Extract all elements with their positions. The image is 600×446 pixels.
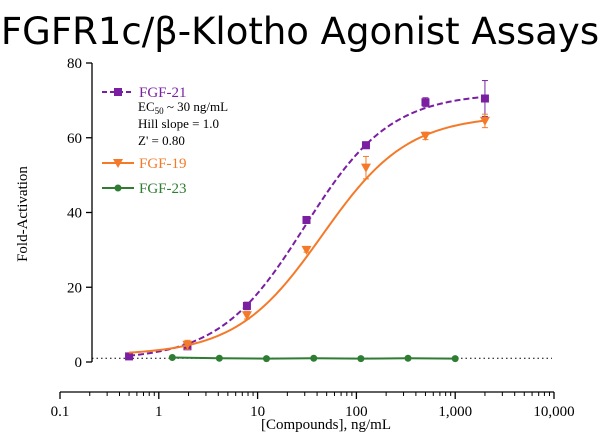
y-tick-label: 0 xyxy=(75,355,83,371)
ec50-subscript: 50 xyxy=(155,106,165,116)
x-tick-label: 1,000 xyxy=(438,404,472,420)
legend-label: FGF-23 xyxy=(139,181,187,197)
data-point xyxy=(262,355,270,363)
data-point xyxy=(242,301,251,310)
legend-label: FGF-19 xyxy=(139,156,187,172)
legend-marker xyxy=(114,88,122,96)
legend-label: FGF-21 xyxy=(139,85,187,101)
legend-item-1: FGF-19 xyxy=(102,156,187,172)
legend: FGF-21 FGF-19 FGF-23 xyxy=(102,85,187,197)
data-point xyxy=(125,352,134,361)
data-point xyxy=(451,355,459,363)
x-tick-label: 1 xyxy=(155,404,163,420)
series-2 xyxy=(168,354,459,363)
ec50-suffix: ~ 30 ng/mL xyxy=(164,99,229,114)
y-tick-label: 80 xyxy=(67,56,82,72)
x-tick-label: 10,000 xyxy=(533,404,574,420)
chart-title: FGFR1c/β-Klotho Agonist Assays xyxy=(1,10,599,53)
data-point xyxy=(404,354,412,362)
data-point xyxy=(357,355,365,363)
data-point xyxy=(182,340,193,350)
data-point xyxy=(215,354,223,362)
legend-marker xyxy=(113,159,123,168)
data-point xyxy=(302,215,311,224)
z-prime-note: Z' = 0.80 xyxy=(138,133,185,148)
data-point xyxy=(168,354,176,362)
y-axis-label: Fold-Activation xyxy=(15,166,31,262)
y-tick-label: 20 xyxy=(67,280,82,296)
y-tick-label: 60 xyxy=(67,131,82,147)
legend-item-0: FGF-21 xyxy=(102,85,187,101)
data-point xyxy=(480,94,489,103)
data-point xyxy=(421,98,430,107)
data-point xyxy=(479,116,490,126)
series-1 xyxy=(128,113,490,354)
ec50-note: EC50 ~ 30 ng/mL xyxy=(138,99,228,116)
hill-slope-note: Hill slope = 1.0 xyxy=(138,116,219,131)
data-point xyxy=(360,163,371,173)
data-point xyxy=(301,245,312,255)
data-point xyxy=(310,354,318,362)
ec50-prefix: EC xyxy=(138,99,155,114)
x-axis-label: [Compounds], ng/mL xyxy=(261,417,391,433)
data-point xyxy=(241,311,252,321)
data-point xyxy=(420,131,431,141)
legend-marker xyxy=(114,184,122,192)
series-layer xyxy=(125,80,490,363)
x-tick-label: 10 xyxy=(250,404,265,420)
data-point xyxy=(361,141,370,150)
legend-item-2: FGF-23 xyxy=(102,181,187,197)
y-tick-label: 40 xyxy=(67,206,82,222)
x-tick-label: 0.1 xyxy=(51,404,70,420)
axes: 0 20 40 60 80 0.1 1 10 100 1,000 10,000 xyxy=(51,56,575,420)
x-tick-label: 100 xyxy=(345,404,368,420)
